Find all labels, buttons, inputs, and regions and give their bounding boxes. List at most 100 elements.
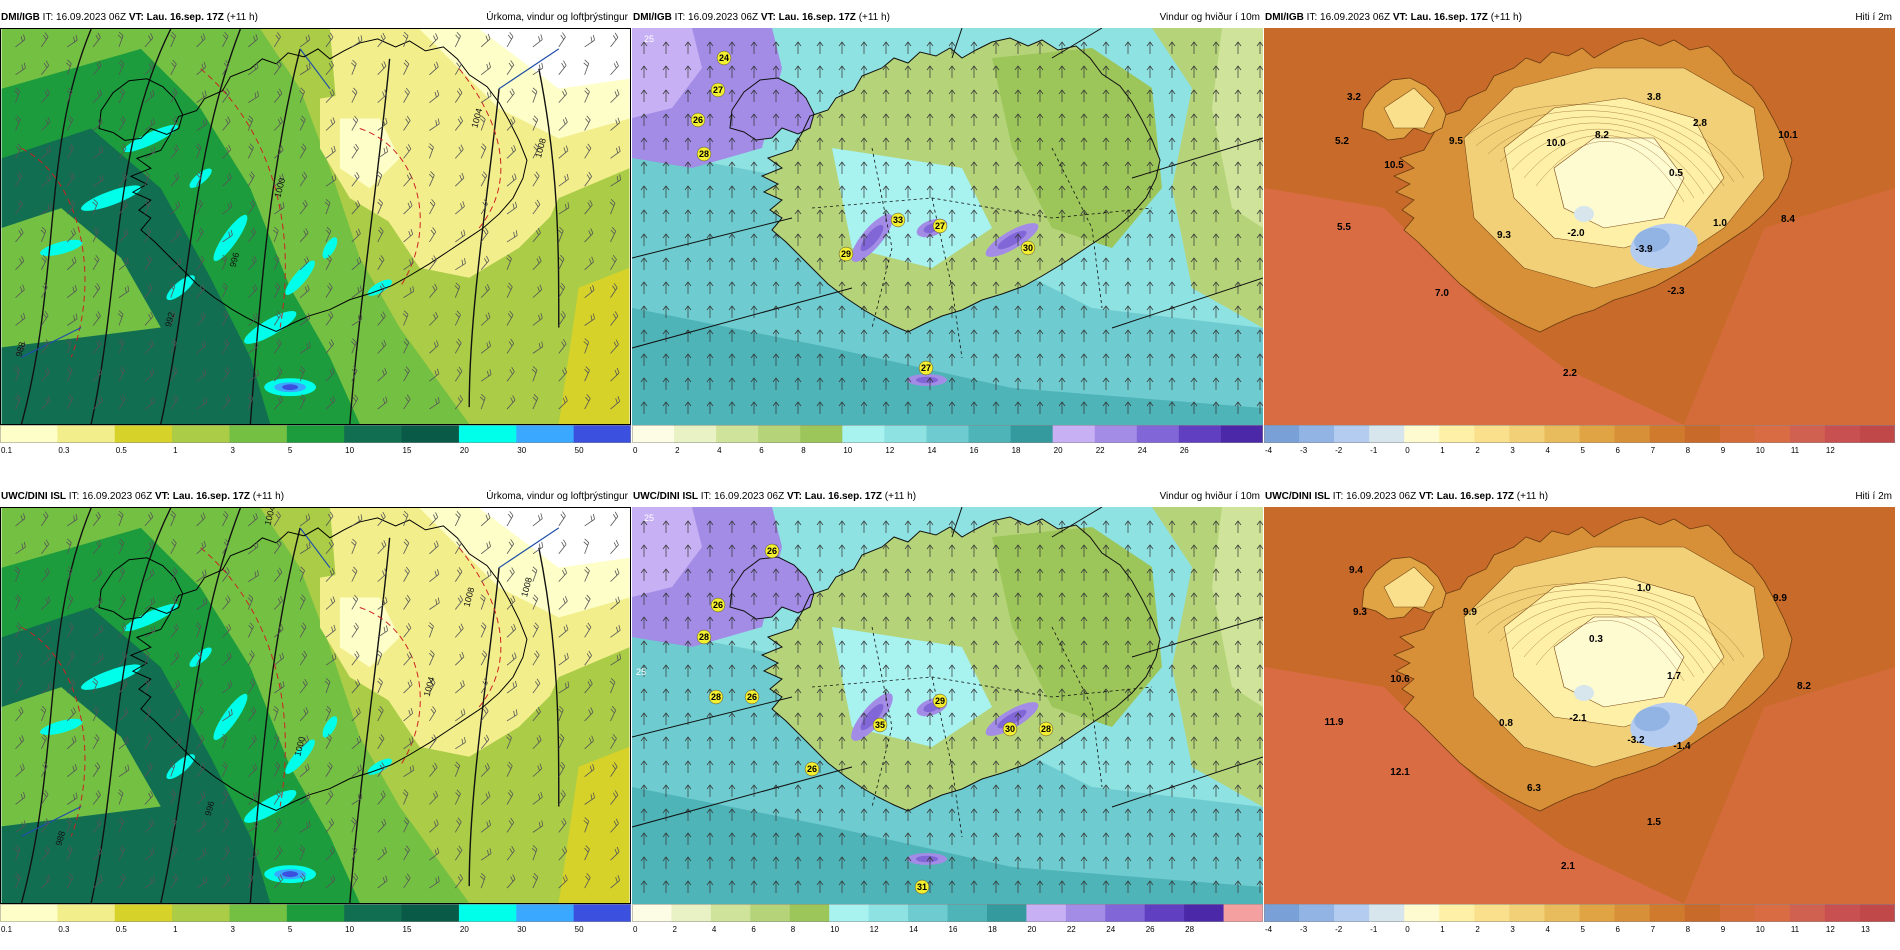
svg-text:30: 30 xyxy=(1005,724,1015,734)
colorbar-swatch xyxy=(172,425,230,443)
wind-field: 24 27 26 28 33 27 29 30 27 25 xyxy=(632,28,1263,425)
init-time: IT: 16.09.2023 06Z xyxy=(42,12,127,23)
colorbar-tick-label: 18 xyxy=(988,925,997,934)
colorbar-swatch xyxy=(947,904,988,922)
isobar-label: 988 xyxy=(14,341,28,358)
colorbar-tick-label: 0.3 xyxy=(58,925,70,934)
colorbar-tick-label: 22 xyxy=(1067,925,1076,934)
gust-label: 30 xyxy=(1020,240,1036,256)
colorbar-swatch xyxy=(1094,425,1138,443)
colorbar-tick-label: 10 xyxy=(843,446,852,455)
panel-header: DMI/IGB IT: 16.09.2023 06Z VT: Lau. 16.s… xyxy=(0,8,631,28)
colorbar-swatch xyxy=(1509,425,1545,443)
colorbar-swatch xyxy=(1684,904,1721,922)
colorbar-swatch xyxy=(1509,904,1545,922)
colorbar-tick-label: 3 xyxy=(1510,925,1515,934)
gust-label: 26 xyxy=(690,112,706,128)
init-time: IT: 16.09.2023 06Z xyxy=(68,491,153,502)
svg-text:26: 26 xyxy=(807,764,817,774)
gust-label: 35 xyxy=(872,717,888,733)
colorbar-swatch xyxy=(1684,425,1721,443)
colorbar-tick-label: 2 xyxy=(672,925,677,934)
temperature-label: 9.9 xyxy=(1463,607,1477,618)
colorbar-swatch xyxy=(632,904,672,922)
colorbar-swatch xyxy=(829,904,870,922)
gust-label: 26 xyxy=(710,597,726,613)
panel-dmi-wind: DMI/IGB IT: 16.09.2023 06Z VT: Lau. 16.s… xyxy=(632,8,1263,470)
svg-text:28: 28 xyxy=(1041,724,1051,734)
colorbar-swatch xyxy=(1789,904,1826,922)
colorbar-tick-label: 2 xyxy=(1475,925,1480,934)
svg-text:29: 29 xyxy=(935,696,945,706)
colorbar-tick-label: 12 xyxy=(870,925,879,934)
colorbar-swatch xyxy=(842,425,885,443)
colorbar-tick-label: 6 xyxy=(1616,446,1621,455)
temperature-label: 5.5 xyxy=(1337,222,1351,233)
colorbar-tick-label: 12 xyxy=(1826,925,1835,934)
colorbar-tick-label: 4 xyxy=(1545,925,1550,934)
init-time: IT: 16.09.2023 06Z xyxy=(1306,12,1391,23)
temperature-label: 7.0 xyxy=(1435,288,1449,299)
colorbar-swatch xyxy=(1334,904,1370,922)
colorbar-tick-label: 5 xyxy=(288,446,293,455)
temperature-label: 6.3 xyxy=(1527,783,1541,794)
colorbar-tick-label: 0 xyxy=(633,925,638,934)
svg-text:26: 26 xyxy=(713,600,723,610)
temperature-label: 9.5 xyxy=(1449,136,1463,147)
colorbar-swatch xyxy=(1824,904,1861,922)
svg-text:35: 35 xyxy=(875,720,885,730)
colorbar-tick-label: 20 xyxy=(1054,446,1063,455)
svg-text:24: 24 xyxy=(719,53,729,63)
temperature-label: 2.2 xyxy=(1563,368,1577,379)
lead-time: (+11 h) xyxy=(1490,12,1522,23)
colorbar-swatch xyxy=(1789,425,1826,443)
temperature-label: 8.4 xyxy=(1781,214,1795,225)
colorbar-swatch xyxy=(516,425,575,443)
colorbar-tick-label: 4 xyxy=(1545,446,1550,455)
colorbar-swatch xyxy=(0,425,58,443)
lead-time: (+11 h) xyxy=(1516,491,1549,502)
colorbar-swatch xyxy=(286,904,345,922)
temperature-map: 3.2 5.2 10.5 9.5 10.0 8.2 3.8 2.8 10.1 5.5 9.3 -2.0… xyxy=(1264,28,1895,425)
colorbar-swatch xyxy=(1220,425,1263,443)
variable-title: Úrkoma, vindur og loftþrýstingur xyxy=(486,491,628,502)
colorbar-tick-label: -2 xyxy=(1335,925,1343,934)
colorbar-swatch xyxy=(868,904,909,922)
svg-text:28: 28 xyxy=(699,149,709,159)
colorbar-tick-label: 6 xyxy=(751,925,756,934)
colorbar-tick-label: 9 xyxy=(1721,925,1726,934)
colorbar-tick-label: 3 xyxy=(1510,446,1515,455)
colorbar-swatch xyxy=(344,425,403,443)
temperature-label: -1.4 xyxy=(1673,741,1691,752)
colorbar-tick-label: 20 xyxy=(460,925,469,934)
wind-map: 26 26 28 28 26 35 29 30 28 26 31 25 25 xyxy=(632,507,1263,904)
variable-title: Hiti í 2m xyxy=(1855,491,1892,502)
colorbar-tick-label: 7 xyxy=(1651,446,1656,455)
init-time: IT: 16.09.2023 06Z xyxy=(1332,491,1417,502)
colorbar-swatch xyxy=(229,904,288,922)
gust-label: 27 xyxy=(918,360,934,376)
colorbar-tick-label: -1 xyxy=(1370,446,1378,455)
temperature-label: 9.9 xyxy=(1773,593,1787,604)
colorbar-swatch xyxy=(1052,425,1096,443)
model-source: DMI/IGB xyxy=(1,12,40,23)
colorbar-swatch xyxy=(1144,904,1185,922)
gust-label: 33 xyxy=(890,212,906,228)
colorbar-tick-label: 4 xyxy=(712,925,717,934)
colorbar-swatch xyxy=(1754,904,1791,922)
colorbar-tick-label: 10 xyxy=(345,925,354,934)
colorbar-swatch xyxy=(1334,425,1370,443)
colorbar-swatch xyxy=(1026,904,1067,922)
gust-label: 28 xyxy=(1038,721,1054,737)
colorbar-swatch xyxy=(884,425,927,443)
colorbar-tick-label: 20 xyxy=(1027,925,1036,934)
colorbar-swatch xyxy=(632,425,675,443)
colorbar-tick-label: 0 xyxy=(1405,925,1410,934)
wind-colorbar: 0 2 4 6 8 10 12 14 16 18 20 22 24 26 xyxy=(632,425,1263,470)
colorbar-tick-label: 22 xyxy=(1096,446,1105,455)
colorbar-tick-label: 7 xyxy=(1651,925,1656,934)
colorbar-swatch xyxy=(1824,425,1861,443)
colorbar-swatch xyxy=(671,904,712,922)
valid-time: VT: Lau. 16.sep. 17Z xyxy=(1392,12,1488,23)
